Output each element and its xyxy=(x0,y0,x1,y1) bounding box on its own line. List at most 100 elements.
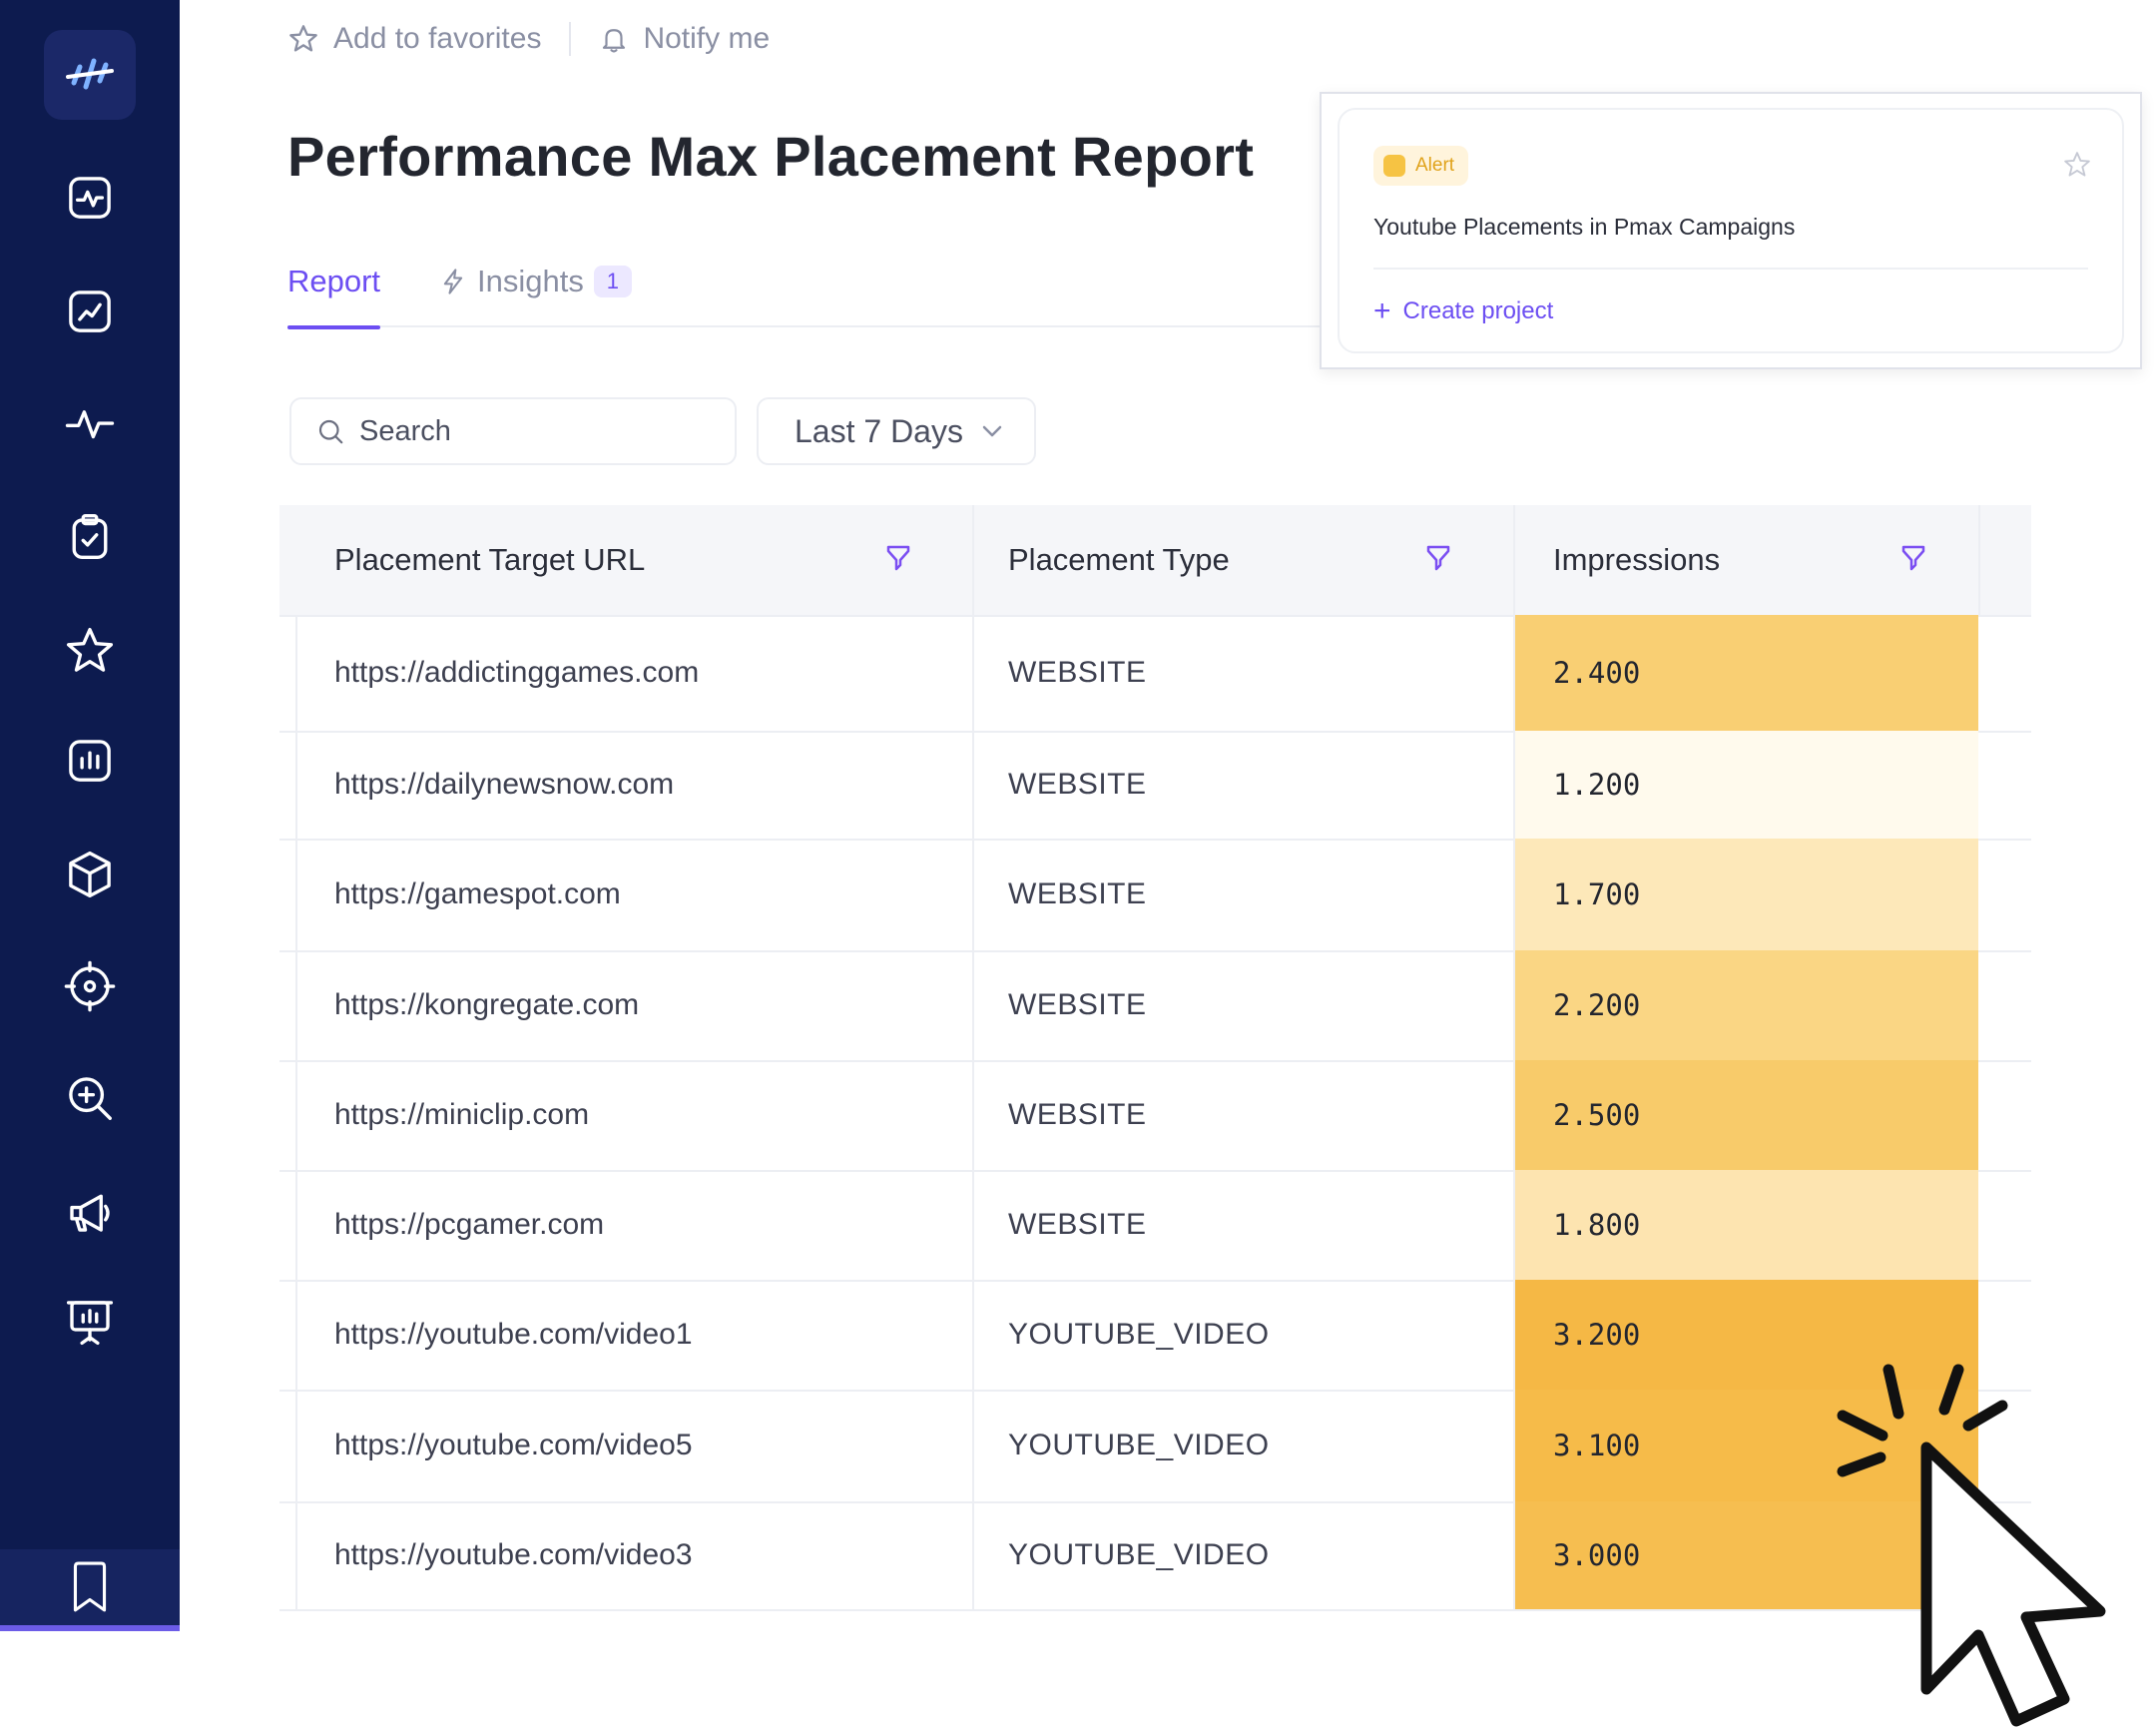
monitor-icon[interactable] xyxy=(58,166,122,230)
chevron-down-icon xyxy=(982,425,1002,437)
column-header-label: Impressions xyxy=(1553,542,1721,577)
alert-icon xyxy=(1383,155,1405,177)
add-to-favorites-label: Add to favorites xyxy=(333,22,542,55)
trend-chart-icon[interactable] xyxy=(58,280,122,343)
column-header-impressions[interactable]: Impressions xyxy=(1553,505,1972,615)
report-tabs: Report Insights 1 xyxy=(287,256,1385,329)
star-icon[interactable] xyxy=(58,619,122,683)
placement-type-cell: WEBSITE xyxy=(1008,1208,1147,1241)
impressions-cell: 3.000 xyxy=(1515,1501,1978,1609)
insights-count-badge: 1 xyxy=(593,266,632,297)
placement-url-cell: https://gamespot.com xyxy=(334,877,621,910)
impressions-cell: 1.800 xyxy=(1515,1170,1978,1280)
bookmark-icon xyxy=(73,1561,107,1612)
placement-url-cell: https://pcgamer.com xyxy=(334,1208,605,1241)
bar-chart-icon[interactable] xyxy=(58,729,122,793)
placement-type-cell: WEBSITE xyxy=(1008,877,1147,910)
click-cursor-icon xyxy=(1837,1364,2106,1727)
column-header-type[interactable]: Placement Type xyxy=(1008,505,1507,615)
placement-url-cell: https://youtube.com/video1 xyxy=(334,1318,693,1351)
placement-url-cell: https://dailynewsnow.com xyxy=(334,768,675,801)
column-divider xyxy=(1513,505,1515,1609)
tab-insights-label: Insights xyxy=(477,264,584,298)
column-header-label: Placement Type xyxy=(1008,542,1230,577)
placement-type-cell: YOUTUBE_VIDEO xyxy=(1008,1429,1270,1461)
alert-badge: Alert xyxy=(1373,146,1469,186)
alert-popover: Alert Youtube Placements in Pmax Campaig… xyxy=(1320,92,2142,369)
column-divider xyxy=(1978,505,1980,615)
megaphone-icon[interactable] xyxy=(58,1180,122,1244)
column-divider xyxy=(972,505,974,1609)
notify-me-label: Notify me xyxy=(643,22,771,55)
page-actions: Add to favorites Notify me xyxy=(287,14,770,64)
alert-card[interactable]: Alert Youtube Placements in Pmax Campaig… xyxy=(1338,108,2124,353)
placement-url-cell: https://youtube.com/video3 xyxy=(334,1538,693,1571)
placement-url-cell: https://miniclip.com xyxy=(334,1098,590,1131)
target-icon[interactable] xyxy=(58,954,122,1018)
page-title: Performance Max Placement Report xyxy=(287,125,1255,188)
placement-type-cell: WEBSITE xyxy=(1008,1098,1147,1131)
create-project-label: Create project xyxy=(1402,297,1554,324)
table-row[interactable]: https://youtube.com/video5 YOUTUBE_VIDEO 3… xyxy=(279,1390,2031,1503)
table-row[interactable]: https://dailynewsnow.com WEBSITE 1.200 xyxy=(279,731,2031,841)
tab-report-label: Report xyxy=(287,264,381,298)
impressions-cell: 1.200 xyxy=(1515,731,1978,839)
alert-badge-label: Alert xyxy=(1415,155,1455,176)
logo-icon[interactable] xyxy=(44,30,136,120)
impressions-cell: 1.700 xyxy=(1515,839,1978,950)
column-header-label: Placement Target URL xyxy=(334,542,646,577)
impressions-cell: 3.200 xyxy=(1515,1280,1978,1390)
bell-icon xyxy=(603,29,626,53)
table-row[interactable]: https://addictinggames.com WEBSITE 2.400 xyxy=(279,615,2031,733)
presentation-icon[interactable] xyxy=(58,1290,122,1354)
impressions-cell: 2.400 xyxy=(1515,615,1978,731)
divider xyxy=(569,22,572,56)
plus-icon: + xyxy=(1373,294,1391,327)
placement-url-cell: https://youtube.com/video5 xyxy=(334,1429,693,1461)
star-outline-icon xyxy=(289,25,317,52)
placement-type-cell: YOUTUBE_VIDEO xyxy=(1008,1318,1270,1351)
placement-url-cell: https://addictinggames.com xyxy=(334,656,700,689)
impressions-cell: 2.500 xyxy=(1515,1060,1978,1170)
search-box xyxy=(289,397,737,465)
search-icon xyxy=(318,419,343,444)
sidebar xyxy=(0,0,180,1631)
table-row[interactable]: https://youtube.com/video1 YOUTUBE_VIDEO 3… xyxy=(279,1280,2031,1392)
date-range-value: Last 7 Days xyxy=(795,412,963,449)
placement-type-cell: YOUTUBE_VIDEO xyxy=(1008,1538,1270,1571)
filter-icon[interactable] xyxy=(1900,543,1926,573)
placement-type-cell: WEBSITE xyxy=(1008,988,1147,1021)
table-row[interactable]: https://pcgamer.com WEBSITE 1.800 xyxy=(279,1170,2031,1282)
create-project-button[interactable]: + Create project xyxy=(1373,294,1554,327)
search-input[interactable] xyxy=(357,413,721,449)
sidebar-active-indicator xyxy=(0,1625,180,1631)
filter-icon[interactable] xyxy=(885,543,911,573)
cube-icon[interactable] xyxy=(58,843,122,906)
pulse-icon[interactable] xyxy=(58,391,122,455)
zoom-in-icon[interactable] xyxy=(58,1066,122,1130)
favorite-star-icon[interactable] xyxy=(2062,150,2092,180)
table-header: Placement Target URL Placement Type Impr… xyxy=(279,505,2031,617)
table-row[interactable]: https://youtube.com/video3 YOUTUBE_VIDEO 3… xyxy=(279,1501,2031,1611)
tab-report[interactable]: Report xyxy=(287,264,381,329)
table-row[interactable]: https://gamespot.com WEBSITE 1.700 xyxy=(279,839,2031,952)
column-divider xyxy=(295,615,297,1609)
lightning-icon xyxy=(443,269,463,294)
divider xyxy=(1373,268,2088,270)
add-to-favorites-button[interactable]: Add to favorites xyxy=(287,22,541,56)
placement-url-cell: https://kongregate.com xyxy=(334,988,640,1021)
filter-icon[interactable] xyxy=(1425,543,1451,573)
table-row[interactable]: https://kongregate.com WEBSITE 2.200 xyxy=(279,950,2031,1062)
active-tab-indicator xyxy=(287,325,381,329)
placement-type-cell: WEBSITE xyxy=(1008,768,1147,801)
table-row[interactable]: https://miniclip.com WEBSITE 2.500 xyxy=(279,1060,2031,1172)
alert-title: Youtube Placements in Pmax Campaigns xyxy=(1373,214,1796,240)
notify-me-button[interactable]: Notify me xyxy=(599,22,770,56)
impressions-cell: 2.200 xyxy=(1515,950,1978,1060)
bookmark-button[interactable] xyxy=(0,1549,180,1625)
clipboard-check-icon[interactable] xyxy=(58,505,122,569)
date-range-dropdown[interactable]: Last 7 Days xyxy=(757,397,1036,465)
tab-insights[interactable]: Insights 1 xyxy=(439,264,632,299)
placement-type-cell: WEBSITE xyxy=(1008,656,1147,689)
column-header-url[interactable]: Placement Target URL xyxy=(334,505,953,615)
